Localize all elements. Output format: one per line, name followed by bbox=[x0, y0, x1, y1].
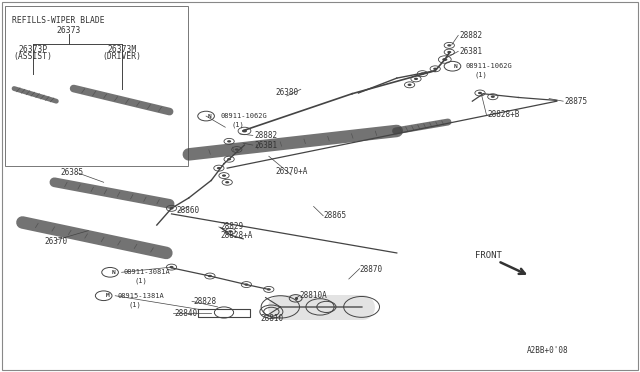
Text: (ASSIST): (ASSIST) bbox=[14, 52, 52, 61]
Text: 28860: 28860 bbox=[177, 206, 200, 215]
Text: 28865: 28865 bbox=[323, 211, 346, 219]
Text: (1): (1) bbox=[134, 278, 147, 284]
Text: 26370: 26370 bbox=[45, 237, 68, 246]
Circle shape bbox=[208, 275, 212, 277]
Circle shape bbox=[420, 73, 424, 75]
Circle shape bbox=[217, 167, 221, 169]
Text: 28828+A: 28828+A bbox=[220, 231, 253, 240]
Circle shape bbox=[170, 266, 173, 268]
Circle shape bbox=[447, 44, 451, 46]
Text: N: N bbox=[112, 270, 116, 275]
Circle shape bbox=[447, 51, 451, 53]
Text: N: N bbox=[454, 64, 458, 69]
Circle shape bbox=[267, 288, 271, 291]
Text: 08915-1381A: 08915-1381A bbox=[117, 293, 164, 299]
Text: (DRIVER): (DRIVER) bbox=[102, 52, 141, 61]
Text: (1): (1) bbox=[475, 71, 488, 78]
Text: 28828: 28828 bbox=[193, 297, 216, 306]
Text: 26385: 26385 bbox=[61, 169, 84, 177]
Text: 26373: 26373 bbox=[57, 26, 81, 35]
Text: 28882: 28882 bbox=[254, 131, 277, 140]
Circle shape bbox=[442, 58, 447, 61]
Text: 26373P: 26373P bbox=[19, 45, 48, 54]
Text: (1): (1) bbox=[232, 121, 244, 128]
Text: 28829: 28829 bbox=[220, 222, 243, 231]
Text: N: N bbox=[208, 113, 212, 119]
Circle shape bbox=[228, 230, 232, 232]
Circle shape bbox=[227, 140, 231, 142]
Text: A2BB+0'08: A2BB+0'08 bbox=[527, 346, 568, 355]
Circle shape bbox=[227, 158, 231, 160]
Text: 26381: 26381 bbox=[460, 47, 483, 56]
Text: REFILLS-WIPER BLADE: REFILLS-WIPER BLADE bbox=[12, 16, 104, 25]
Circle shape bbox=[408, 84, 412, 86]
Circle shape bbox=[222, 174, 226, 177]
Text: 263B1: 263B1 bbox=[254, 141, 277, 150]
Text: 28870: 28870 bbox=[360, 265, 383, 274]
Circle shape bbox=[235, 148, 239, 151]
Text: 28882: 28882 bbox=[460, 31, 483, 40]
Text: 28875: 28875 bbox=[564, 97, 588, 106]
Circle shape bbox=[414, 78, 418, 80]
Circle shape bbox=[170, 207, 173, 209]
Text: 28810: 28810 bbox=[260, 314, 284, 323]
Text: M: M bbox=[106, 293, 109, 298]
Text: FRONT: FRONT bbox=[475, 251, 502, 260]
Text: 26370+A: 26370+A bbox=[275, 167, 307, 176]
Text: 08911-1062G: 08911-1062G bbox=[221, 113, 268, 119]
Circle shape bbox=[244, 283, 248, 286]
Circle shape bbox=[491, 96, 495, 98]
Circle shape bbox=[433, 68, 437, 70]
Text: (1): (1) bbox=[128, 301, 141, 308]
Text: 26380: 26380 bbox=[275, 88, 298, 97]
Text: 28840: 28840 bbox=[174, 309, 197, 318]
Text: 26373M: 26373M bbox=[107, 45, 136, 54]
Circle shape bbox=[242, 129, 247, 132]
Circle shape bbox=[225, 181, 229, 183]
Circle shape bbox=[478, 92, 482, 94]
Bar bbox=[5, 6, 188, 166]
Text: 28810A: 28810A bbox=[300, 291, 327, 300]
Text: 08911-1062G: 08911-1062G bbox=[465, 63, 512, 69]
Text: 28828+B: 28828+B bbox=[488, 110, 520, 119]
Text: 08911-3081A: 08911-3081A bbox=[124, 269, 170, 275]
